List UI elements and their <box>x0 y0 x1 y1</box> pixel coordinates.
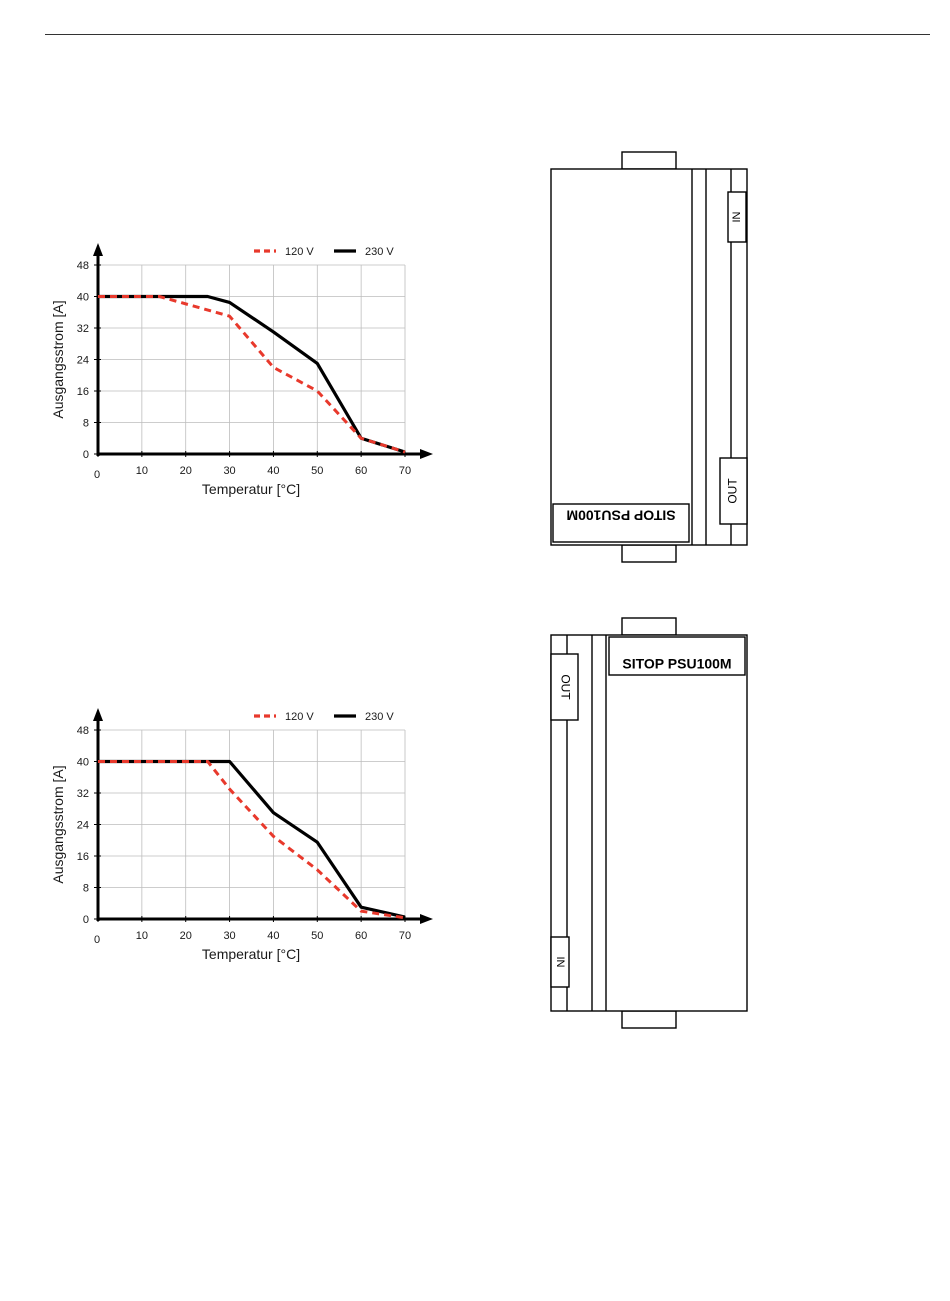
series-line-120v <box>98 295 406 454</box>
y-tick-label: 24 <box>77 355 89 367</box>
y-tick-label: 0 <box>83 914 89 926</box>
series-line-230v <box>98 294 406 454</box>
legend-label: 120 V <box>285 246 314 258</box>
y-tick-label: 8 <box>83 418 89 430</box>
y-tick-label: 48 <box>77 725 89 737</box>
y-tick-label: 40 <box>77 757 89 769</box>
legend-label: 230 V <box>365 711 394 723</box>
x-tick-label: 20 <box>180 930 192 942</box>
device-model-label: SITOP PSU100M <box>622 656 731 672</box>
x-tick-label: 60 <box>355 930 367 942</box>
port-in-label: IN <box>554 957 566 968</box>
port-in-label: IN <box>731 211 743 222</box>
port-out-box <box>550 653 579 721</box>
legend-label: 230 V <box>365 246 394 258</box>
x-tick-label: 50 <box>311 465 323 477</box>
x-tick-label: 10 <box>136 930 148 942</box>
port-out-label: OUT <box>558 674 572 700</box>
y-axis-arrow <box>93 708 103 721</box>
device-housing <box>550 634 748 1012</box>
port-in-box <box>550 936 570 988</box>
x-tick-label: 40 <box>267 930 279 942</box>
x-tick-label: 40 <box>267 465 279 477</box>
x-tick-label: 30 <box>223 930 235 942</box>
y-tick-label: 48 <box>77 260 89 272</box>
derating-chart-2: 0 10 20 30 40 50 60 70 0 8 16 24 32 40 48 Temperatur [°… <box>50 708 433 962</box>
top-connector <box>621 617 677 636</box>
label-box <box>552 503 690 543</box>
y-axis-label: Ausgangsstrom [A] <box>50 765 66 883</box>
device-drawing-upside-down: IN OUT SITOP PSU100M <box>550 151 748 563</box>
label-box <box>608 636 746 676</box>
y-axis-arrow <box>93 243 103 256</box>
x-tick-label: 20 <box>180 465 192 477</box>
port-in-box <box>727 191 747 243</box>
derating-chart-1: 0 10 20 30 40 50 60 70 0 8 16 24 32 40 48 Temperatur [°… <box>50 243 433 497</box>
x-tick-label: 70 <box>399 465 411 477</box>
x-tick-label: 0 <box>94 934 100 946</box>
device-housing <box>550 168 748 546</box>
x-tick-label: 60 <box>355 465 367 477</box>
x-tick-label: 30 <box>223 465 235 477</box>
device-model-label: SITOP PSU100M <box>566 507 675 523</box>
device-drawing-upright: OUT IN SITOP PSU100M <box>550 617 748 1029</box>
y-tick-label: 0 <box>83 449 89 461</box>
y-tick-label: 40 <box>77 292 89 304</box>
x-tick-label: 50 <box>311 930 323 942</box>
bottom-connector <box>621 1010 677 1029</box>
x-tick-label: 10 <box>136 465 148 477</box>
legend-label: 120 V <box>285 711 314 723</box>
y-tick-label: 32 <box>77 323 89 335</box>
series-line-120v <box>98 760 406 920</box>
series-line-230v <box>98 759 406 919</box>
x-axis-label: Temperatur [°C] <box>202 946 300 962</box>
y-tick-label: 8 <box>83 883 89 895</box>
top-connector <box>621 151 677 170</box>
x-tick-label: 0 <box>94 469 100 481</box>
x-axis-arrow <box>420 449 433 459</box>
x-tick-label: 70 <box>399 930 411 942</box>
port-out-box <box>719 457 748 525</box>
y-tick-label: 16 <box>77 386 89 398</box>
port-out-label: OUT <box>726 478 740 504</box>
y-tick-label: 24 <box>77 820 89 832</box>
y-tick-label: 32 <box>77 788 89 800</box>
bottom-connector <box>621 544 677 563</box>
x-axis-label: Temperatur [°C] <box>202 481 300 497</box>
x-axis-arrow <box>420 914 433 924</box>
y-axis-label: Ausgangsstrom [A] <box>50 300 66 418</box>
header-rule <box>45 34 930 35</box>
y-tick-label: 16 <box>77 851 89 863</box>
